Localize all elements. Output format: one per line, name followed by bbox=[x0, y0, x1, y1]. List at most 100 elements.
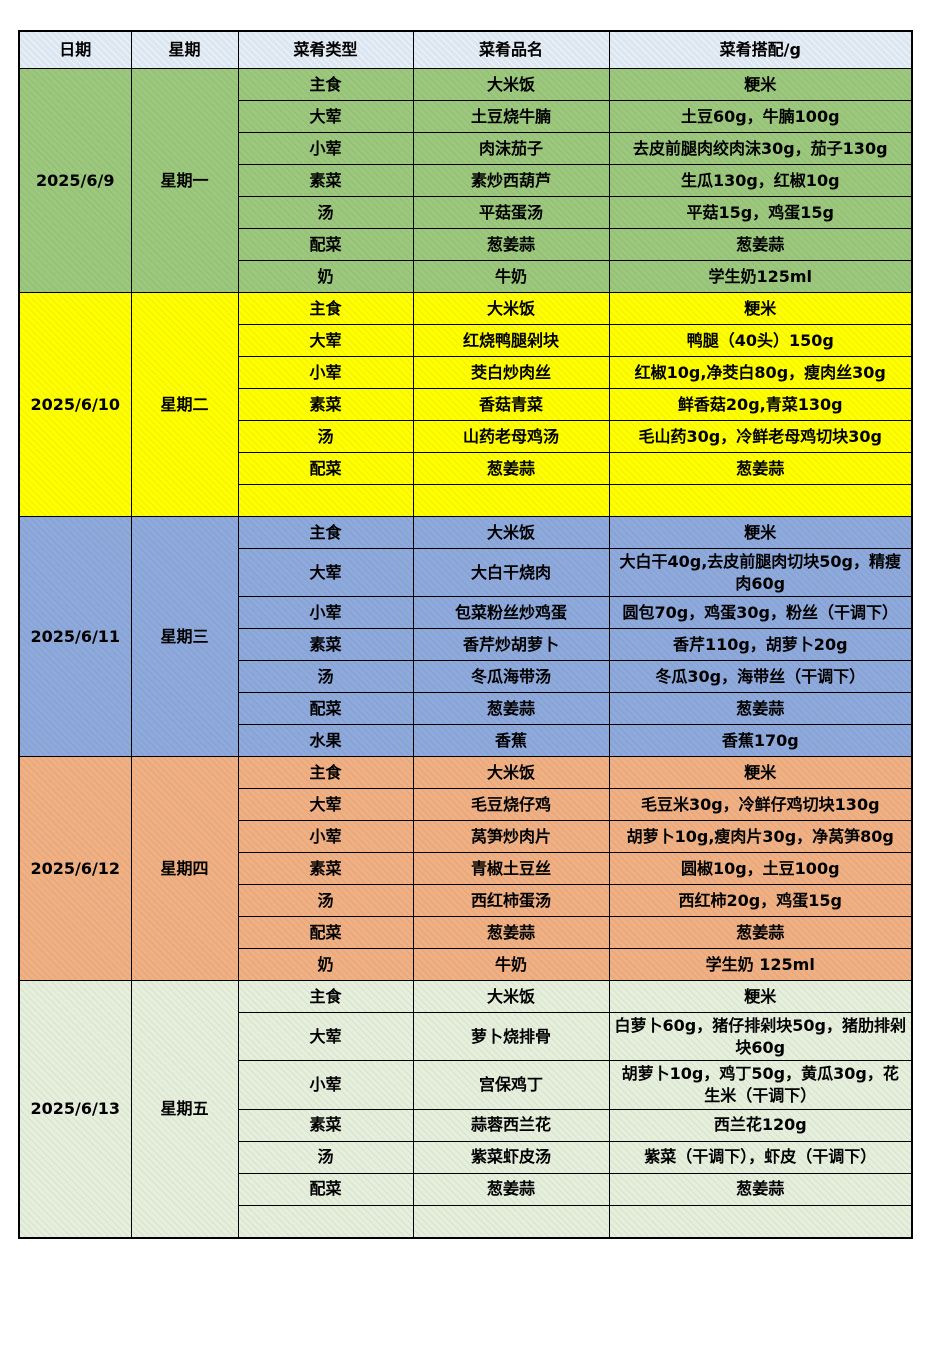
dish-name-cell: 香菇青菜 bbox=[412, 388, 610, 421]
dish-type-cell: 奶 bbox=[237, 948, 414, 982]
header-dish-type: 菜肴类型 bbox=[237, 30, 414, 69]
dish-name-cell: 山药老母鸡汤 bbox=[412, 420, 610, 453]
dish-type-cell: 小荤 bbox=[237, 356, 414, 389]
menu-row: 2025/6/9 星期一 主食 大米饭 粳米 bbox=[18, 68, 913, 293]
dish-combo-cell: 大白干40g,去皮前腿肉切块50g，精瘦肉60g bbox=[608, 547, 913, 598]
dish-name-cell: 葱姜蒜 bbox=[412, 452, 610, 485]
menu-table-body: 2025/6/9 星期一 主食 大米饭 粳米 大荤 土豆烧牛腩 土豆60g，牛腩100g 小荤肉… bbox=[18, 68, 913, 1239]
dish-name-cell: 蒜蓉西兰花 bbox=[412, 1108, 610, 1142]
menu-row: 小荤 莴笋炒肉片 胡萝卜10g,瘦肉片30g，净莴笋80g bbox=[19, 820, 913, 854]
dish-type-cell: 汤 bbox=[237, 420, 414, 453]
dish-combo-cell: 土豆60g，牛腩100g bbox=[608, 100, 913, 133]
menu-row: 大荤 土豆烧牛腩 土豆60g，牛腩100g bbox=[19, 100, 913, 133]
menu-row: 素菜 青椒土豆丝 圆椒10g，土豆100g bbox=[19, 852, 913, 886]
dish-type-cell: 配菜 bbox=[237, 228, 414, 261]
menu-table-header: 日期 星期 菜肴类型 菜肴品名 菜肴搭配/g bbox=[18, 30, 913, 69]
dish-type-cell: 主食 bbox=[237, 516, 414, 549]
dish-name-cell: 平菇蛋汤 bbox=[412, 196, 610, 229]
dish-type-cell: 小荤 bbox=[237, 596, 414, 630]
menu-row: 汤紫菜虾皮汤 紫菜（干调下），虾皮（干调下） bbox=[19, 1140, 913, 1174]
menu-row: 配菜 葱姜蒜 葱姜蒜 bbox=[19, 916, 913, 950]
dish-name-cell: 葱姜蒜 bbox=[412, 692, 610, 726]
menu-row: 2025/6/12 星期四 主食 大米饭 粳米 bbox=[18, 756, 913, 982]
dish-type-cell: 汤 bbox=[237, 1140, 414, 1174]
header-dish-combo: 菜肴搭配/g bbox=[608, 30, 913, 69]
dish-name-cell: 红烧鸭腿剁块 bbox=[412, 324, 610, 357]
menu-row: 配菜 葱姜蒜 葱姜蒜 bbox=[19, 228, 913, 261]
dish-type-cell: 主食 bbox=[237, 68, 414, 101]
weekday-cell: 星期二 bbox=[130, 292, 239, 517]
dish-combo-cell: 西兰花120g bbox=[608, 1108, 913, 1142]
menu-row: 汤西红柿蛋汤 西红柿20g，鸡蛋15g bbox=[19, 884, 913, 918]
dish-name-cell: 毛豆烧仔鸡 bbox=[412, 788, 610, 822]
weekly-menu-table: 日期 星期 菜肴类型 菜肴品名 菜肴搭配/g 2025/6/9 星期一 主食 大米饭粳… bbox=[18, 30, 913, 1239]
menu-row: 小荤 包菜粉丝炒鸡蛋 圆包70g，鸡蛋30g，粉丝（干调下） bbox=[19, 596, 913, 630]
dish-combo-cell: 葱姜蒜 bbox=[608, 228, 913, 261]
menu-row: 小荤 宫保鸡丁 胡萝卜10g，鸡丁50g，黄瓜30g，花生米（干调下） bbox=[19, 1060, 913, 1110]
dish-type-cell: 水果 bbox=[237, 724, 414, 758]
dish-name-cell: 冬瓜海带汤 bbox=[412, 660, 610, 694]
menu-row: 2025/6/11 星期三 主食 大米饭 粳米 bbox=[18, 515, 913, 758]
dish-name-cell: 素炒西葫芦 bbox=[412, 164, 610, 197]
dish-name-cell: 牛奶 bbox=[412, 260, 610, 293]
menu-row: 大荤 大白干烧肉 大白干40g,去皮前腿肉切块50g，精瘦肉60g bbox=[19, 547, 913, 598]
dish-combo-cell: 学生奶 125ml bbox=[608, 948, 913, 982]
dish-type-cell: 主食 bbox=[237, 756, 414, 790]
dish-name-cell: 大米饭 bbox=[412, 980, 610, 1014]
menu-row: 2025/6/10 星期二 主食 大米饭 粳米 bbox=[18, 292, 913, 517]
dish-name-cell: 葱姜蒜 bbox=[412, 1172, 610, 1206]
header-date: 日期 bbox=[18, 30, 132, 69]
dish-combo-cell: 胡萝卜10g，鸡丁50g，黄瓜30g，花生米（干调下） bbox=[608, 1060, 913, 1110]
menu-row: 奶牛奶 学生奶125ml bbox=[19, 260, 913, 293]
weekday-cell: 星期一 bbox=[130, 68, 239, 293]
dish-name-cell: 宫保鸡丁 bbox=[412, 1060, 610, 1110]
dish-combo-cell: 毛豆米30g，冷鲜仔鸡切块130g bbox=[608, 788, 913, 822]
menu-row: 汤山药老母鸡汤 毛山药30g，冷鲜老母鸡切块30g bbox=[19, 420, 913, 453]
menu-row: 小荤 肉沫茄子 去皮前腿肉绞肉沫30g，茄子130g bbox=[19, 132, 913, 165]
dish-type-cell: 素菜 bbox=[237, 852, 414, 886]
dish-name-cell: 莴笋炒肉片 bbox=[412, 820, 610, 854]
dish-combo-cell: 红椒10g,净茭白80g，瘦肉丝30g bbox=[608, 356, 913, 389]
weekday-cell: 星期四 bbox=[130, 756, 239, 982]
dish-type-cell: 小荤 bbox=[237, 132, 414, 165]
dish-combo-cell: 白萝卜60g，猪仔排剁块50g，猪肋排剁块60g bbox=[608, 1012, 913, 1062]
dish-combo-cell: 粳米 bbox=[608, 516, 913, 549]
dish-name-cell bbox=[412, 484, 610, 517]
header-weekday: 星期 bbox=[130, 30, 239, 69]
menu-row: 汤冬瓜海带汤 冬瓜30g，海带丝（干调下） bbox=[19, 660, 913, 694]
dish-name-cell bbox=[412, 1204, 610, 1239]
menu-row: 奶牛奶 学生奶 125ml bbox=[19, 948, 913, 982]
dish-type-cell: 素菜 bbox=[237, 628, 414, 662]
dish-name-cell: 大米饭 bbox=[412, 68, 610, 101]
dish-name-cell: 青椒土豆丝 bbox=[412, 852, 610, 886]
date-cell: 2025/6/12 bbox=[18, 756, 132, 982]
dish-name-cell: 大米饭 bbox=[412, 292, 610, 325]
dish-type-cell: 大荤 bbox=[237, 788, 414, 822]
dish-name-cell: 香芹炒胡萝卜 bbox=[412, 628, 610, 662]
dish-combo-cell: 粳米 bbox=[608, 292, 913, 325]
dish-combo-cell: 平菇15g，鸡蛋15g bbox=[608, 196, 913, 229]
dish-name-cell: 葱姜蒜 bbox=[412, 228, 610, 261]
dish-type-cell: 汤 bbox=[237, 884, 414, 918]
dish-name-cell: 紫菜虾皮汤 bbox=[412, 1140, 610, 1174]
menu-row: 大荤 萝卜烧排骨 白萝卜60g，猪仔排剁块50g，猪肋排剁块60g bbox=[19, 1012, 913, 1062]
dish-name-cell: 香蕉 bbox=[412, 724, 610, 758]
dish-type-cell: 小荤 bbox=[237, 820, 414, 854]
dish-type-cell: 素菜 bbox=[237, 164, 414, 197]
dish-name-cell: 牛奶 bbox=[412, 948, 610, 982]
dish-type-cell: 配菜 bbox=[237, 452, 414, 485]
dish-combo-cell: 粳米 bbox=[608, 980, 913, 1014]
dish-combo-cell: 葱姜蒜 bbox=[608, 1172, 913, 1206]
dish-type-cell: 小荤 bbox=[237, 1060, 414, 1110]
dish-type-cell: 配菜 bbox=[237, 692, 414, 726]
dish-type-cell: 大荤 bbox=[237, 100, 414, 133]
dish-name-cell: 萝卜烧排骨 bbox=[412, 1012, 610, 1062]
dish-type-cell bbox=[237, 484, 414, 517]
dish-name-cell: 葱姜蒜 bbox=[412, 916, 610, 950]
dish-combo-cell: 鸭腿（40头）150g bbox=[608, 324, 913, 357]
dish-name-cell: 大米饭 bbox=[412, 516, 610, 549]
weekday-cell: 星期五 bbox=[130, 980, 239, 1239]
dish-type-cell: 大荤 bbox=[237, 547, 414, 598]
menu-row: 素菜 香芹炒胡萝卜 香芹110g，胡萝卜20g bbox=[19, 628, 913, 662]
